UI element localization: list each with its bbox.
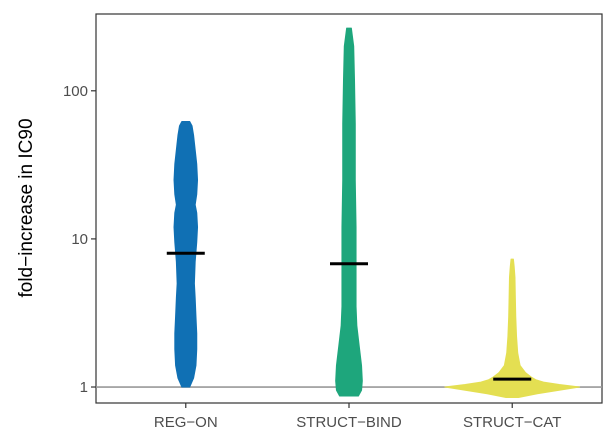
- x-axis: REG−ON STRUCT−BIND STRUCT−CAT: [154, 403, 561, 431]
- violin-3: [444, 258, 581, 398]
- y-axis-title: fold−increase in IC90: [16, 118, 37, 297]
- y-tick-label: 10: [71, 231, 88, 248]
- violin-2: [335, 27, 363, 397]
- x-tick-label: STRUCT−BIND: [296, 414, 402, 431]
- y-tick-label: 1: [80, 379, 88, 396]
- y-axis: 1 10 100: [63, 83, 96, 396]
- y-tick-label: 100: [63, 83, 88, 100]
- x-tick-label: REG−ON: [154, 414, 218, 431]
- x-tick-label: STRUCT−CAT: [463, 414, 561, 431]
- violins: [166, 27, 581, 398]
